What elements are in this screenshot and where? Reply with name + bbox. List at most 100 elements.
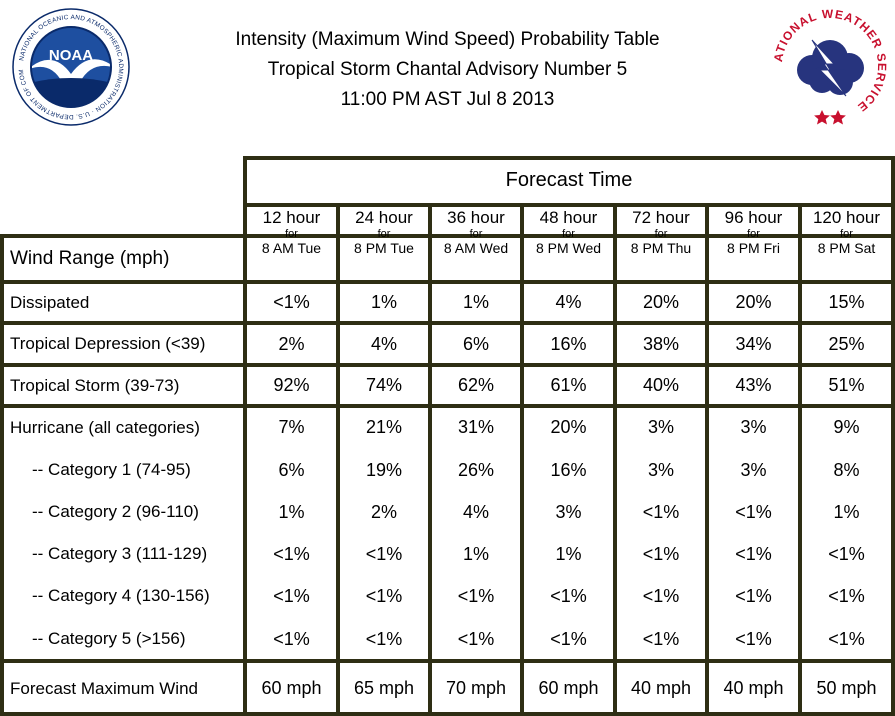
table-cell: <1% <box>735 628 772 649</box>
table-cell: 74% <box>365 375 403 395</box>
table-cell: <1% <box>273 292 310 312</box>
table-cell: 8% <box>833 459 860 480</box>
column-hours: 24 hour <box>355 208 413 227</box>
row-label: -- Category 3 (111-129) <box>32 544 208 563</box>
row-label: Dissipated <box>10 292 90 312</box>
column-header: 24 hour for 8 PM Tue <box>338 208 430 256</box>
noaa-wordmark: NOAA <box>49 47 93 64</box>
table-cell: <1% <box>642 585 680 606</box>
table-cell: 51% <box>828 375 865 395</box>
table-cell: 1% <box>555 543 582 564</box>
column-when: 8 PM Thu <box>630 240 692 256</box>
column-header: 36 hour for 8 AM Wed <box>430 208 522 256</box>
row-label: -- Category 4 (130-156) <box>32 586 210 605</box>
table-cell: 3% <box>740 459 767 480</box>
column-hours: 48 hour <box>539 208 598 227</box>
table-cell: <1% <box>828 628 865 649</box>
table-cell: 92% <box>273 375 310 395</box>
table-cell: 61% <box>550 375 587 395</box>
row-label: -- Category 5 (>156) <box>32 629 186 648</box>
table-cell: 7% <box>278 417 305 437</box>
row-header-label: Wind Range (mph) <box>10 248 170 269</box>
table-cell: 4% <box>370 333 397 354</box>
table-cell: <1% <box>365 628 403 649</box>
table-cell: <1% <box>642 628 680 649</box>
column-when: 8 AM Wed <box>443 240 509 256</box>
table-cell: <1% <box>642 501 680 522</box>
column-hours: 12 hour <box>262 208 321 227</box>
column-hours: 96 hour <box>724 208 783 227</box>
table-cell: 20% <box>550 417 587 437</box>
table-cell: 6% <box>278 459 305 480</box>
table-cell: 16% <box>550 459 587 480</box>
title-line-1: Intensity (Maximum Wind Speed) Probabili… <box>235 29 660 50</box>
table-cell: <1% <box>735 585 772 606</box>
table-cell: 62% <box>457 375 495 395</box>
column-hours: 120 hour <box>812 208 881 227</box>
table-cell: 2% <box>370 501 397 522</box>
title-line-2: Tropical Storm Chantal Advisory Number 5 <box>267 59 628 80</box>
table-cell: 40 mph <box>630 678 692 698</box>
column-header: 120 hour for 8 PM Sat <box>800 208 893 256</box>
table-cell: <1% <box>550 585 587 606</box>
table-cell: 4% <box>555 292 582 312</box>
table-cell: 43% <box>735 375 772 395</box>
column-header: 48 hour for 8 PM Wed <box>522 208 615 256</box>
table-cell: 1% <box>462 543 489 564</box>
table-cell: 2% <box>278 333 305 354</box>
table-cell: 50 mph <box>816 678 877 698</box>
column-header: 12 hour for 8 AM Tue <box>245 208 338 256</box>
table-cell: 6% <box>462 333 489 354</box>
table-cell: <1% <box>273 585 310 606</box>
column-header: 72 hour for 8 PM Thu <box>615 208 707 256</box>
column-for: for <box>840 228 853 240</box>
table-cell: 1% <box>370 292 397 312</box>
table-cell: 15% <box>828 292 865 312</box>
table-cell: 1% <box>462 292 489 312</box>
table-cell: <1% <box>642 543 680 564</box>
column-for: for <box>562 228 575 240</box>
table-cell: 60 mph <box>261 678 322 698</box>
row-label: Tropical Storm (39-73) <box>10 375 180 395</box>
table-cell: 31% <box>457 417 495 437</box>
column-header: 96 hour for 8 PM Fri <box>707 208 800 256</box>
table-cell: <1% <box>828 585 865 606</box>
table-cell: 21% <box>365 417 403 437</box>
column-when: 8 PM Tue <box>354 240 414 256</box>
table-cell: <1% <box>828 543 865 564</box>
table-cell: 20% <box>735 292 772 312</box>
table-cell: <1% <box>457 628 495 649</box>
column-for: for <box>654 228 668 240</box>
column-when: 8 PM Sat <box>817 240 876 256</box>
table-cell: 3% <box>555 501 582 522</box>
table-cell: 65 mph <box>353 678 415 698</box>
row-label: Tropical Depression (<39) <box>10 334 206 353</box>
nws-logo: NATIONAL WEATHER SERVICE <box>772 8 888 125</box>
table-cell: 4% <box>462 501 489 522</box>
table-cell: 26% <box>457 459 495 480</box>
column-for: for <box>377 228 391 240</box>
table-cell: 38% <box>642 333 680 354</box>
table-cell: 1% <box>278 501 305 522</box>
table-cell: <1% <box>735 501 772 522</box>
table-cell: 3% <box>647 459 674 480</box>
table-cell: 1% <box>833 501 860 522</box>
table-cell: 40 mph <box>723 678 784 698</box>
forecast-time-header: Forecast Time <box>505 168 633 191</box>
table-cell: 70 mph <box>445 678 507 698</box>
star-icon <box>830 110 846 125</box>
column-for: for <box>747 228 760 240</box>
table-cell: 34% <box>735 333 772 354</box>
table-cell: <1% <box>457 585 495 606</box>
table-cell: <1% <box>550 628 587 649</box>
row-label: -- Category 2 (96-110) <box>32 502 199 521</box>
column-hours: 72 hour <box>632 208 690 227</box>
row-label: -- Category 1 (74-95) <box>32 460 191 479</box>
table-cell: 3% <box>647 417 674 437</box>
title-line-3: 11:00 PM AST Jul 8 2013 <box>340 89 555 110</box>
table-cell: 25% <box>828 333 865 354</box>
table-cell: <1% <box>365 585 403 606</box>
star-icon <box>814 110 830 125</box>
row-label: Hurricane (all categories) <box>10 417 200 437</box>
